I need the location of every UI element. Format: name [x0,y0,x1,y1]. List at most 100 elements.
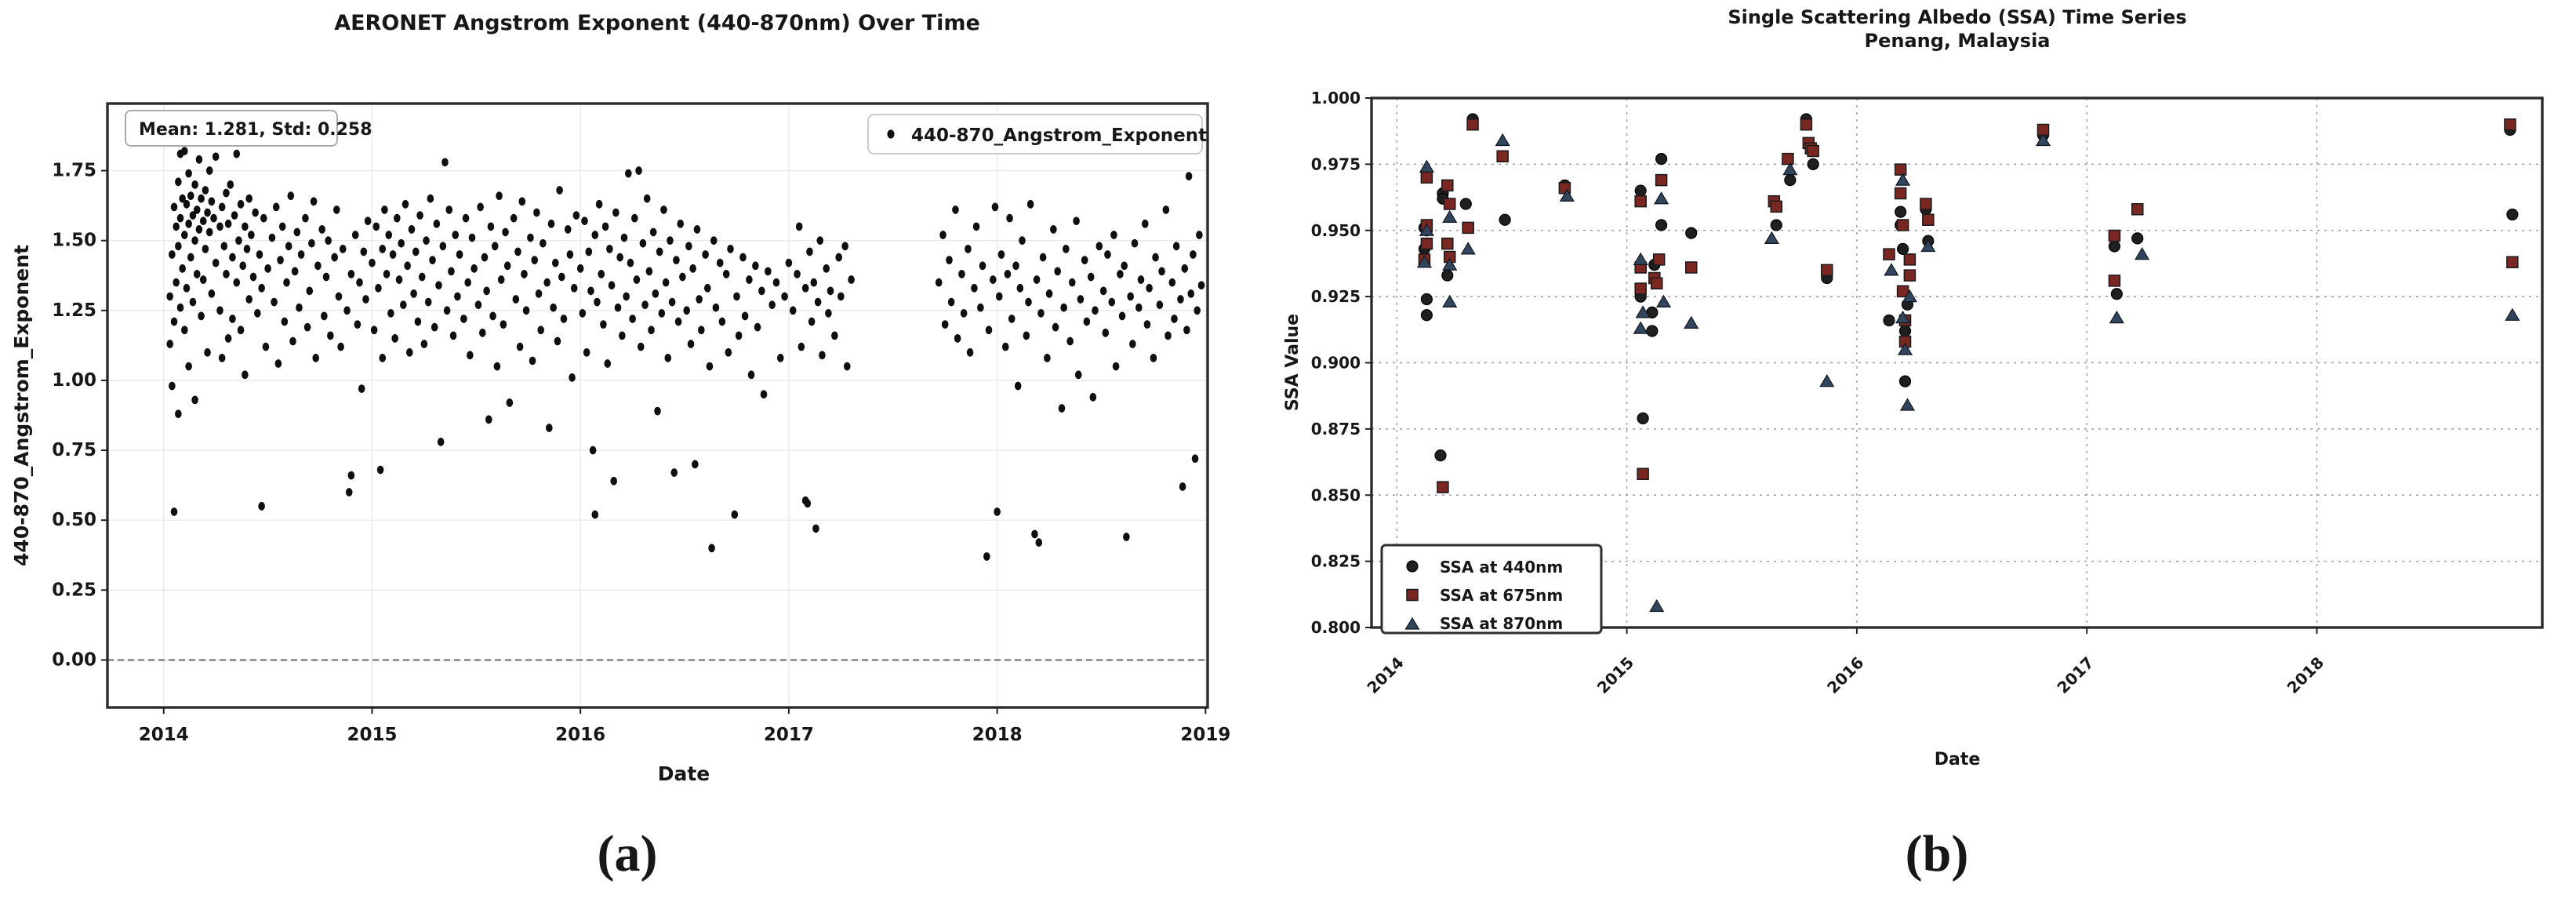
y-tick-label: 0.50 [52,510,96,530]
scatter-point [381,206,388,214]
scatter-point [1654,191,1669,205]
scatter-point [752,261,759,271]
scatter-point [785,258,793,267]
scatter-point [667,236,674,246]
scatter-point [345,488,353,497]
scatter-point [516,342,524,351]
scatter-point [258,283,265,293]
scatter-point [639,238,647,248]
scatter-point [725,347,732,357]
scatter-point [810,278,818,287]
scatter-point [1104,250,1111,259]
y-tick-label: 0.00 [52,649,96,670]
scatter-point [1164,331,1172,340]
scatter-point [546,424,553,432]
scatter-point [224,334,232,343]
scatter-point [220,242,228,251]
scatter-point [946,256,953,265]
scatter-point [183,283,191,293]
scatter-point [554,336,561,346]
scatter-point [560,315,568,323]
scatter-point [1181,264,1189,273]
scatter-point [289,336,296,346]
scatter-point [1819,373,1835,387]
panel-a-ylabel: 440-870_Angstrom_Exponent [10,245,33,566]
scatter-point [1068,278,1076,287]
scatter-point [698,326,705,335]
scatter-point [2035,133,2051,147]
scatter-point [754,322,761,332]
scatter-point [502,227,509,237]
scatter-point [558,272,565,282]
scatter-point [312,353,320,362]
scatter-point [283,278,290,287]
scatter-point [179,264,186,273]
scatter-point [166,340,174,348]
scatter-point [256,250,263,259]
scatter-point [245,295,253,304]
scatter-point [1897,342,1913,355]
scatter-point [1087,272,1095,282]
scatter-point [477,202,484,212]
scatter-point [1156,300,1164,310]
scatter-point [604,359,612,368]
x-tick-label: 2014 [139,725,189,745]
scatter-point [496,191,503,201]
scatter-point [990,275,997,284]
scatter-point [848,275,855,284]
scatter-point [569,373,576,382]
scatter-point [1001,342,1009,351]
scatter-point [245,194,253,203]
panel-a-xlabel: Date [658,762,710,785]
scatter-point [510,213,518,223]
scatter-point [972,222,980,231]
scatter-point [391,334,398,343]
scatter-point [1194,306,1201,315]
scatter-point [1685,227,1698,239]
panel-b-title: Single Scattering Albedo (SSA) Time Seri… [1728,6,2186,28]
scatter-point [291,267,299,276]
scatter-point [600,320,607,329]
y-tick-label: 1.000 [1311,89,1361,107]
scatter-point [1112,362,1120,371]
scatter-point [1637,412,1649,424]
scatter-point [1102,328,1110,337]
x-tick-label: 2017 [2053,653,2097,697]
scatter-point [437,437,445,446]
scatter-point [252,208,259,217]
scatter-point [1063,244,1070,253]
scatter-point [296,303,303,312]
scatter-point [1004,270,1012,278]
scatter-point [733,292,740,301]
scatter-point [410,289,417,298]
scatter-point [185,219,192,228]
scatter-point [493,362,501,371]
scatter-point [1190,250,1197,259]
scatter-point [223,270,230,278]
scatter-point [229,253,236,262]
scatter-point [412,247,420,256]
scatter-point [1044,353,1051,362]
scatter-point [601,222,609,231]
scatter-point [467,351,474,360]
scatter-point [224,219,232,228]
scatter-point [198,194,205,203]
scatter-point [2504,118,2516,131]
scatter-point [619,331,626,340]
y-tick-label: 0.975 [1311,155,1361,173]
scatter-point [1150,353,1157,362]
scatter-point [827,286,834,296]
scatter-point [433,219,441,228]
scatter-point [173,278,180,287]
scatter-point [1177,295,1184,304]
panel-b-legend-label-675: SSA at 675nm [1440,586,1563,605]
scatter-point [716,258,724,267]
scatter-point [370,326,378,335]
scatter-point [620,233,628,242]
scatter-point [776,353,784,362]
annotation-box [125,110,338,147]
scatter-point [758,286,765,296]
scatter-point [579,308,587,318]
scatter-point [1081,256,1088,265]
scatter-point [335,292,343,301]
